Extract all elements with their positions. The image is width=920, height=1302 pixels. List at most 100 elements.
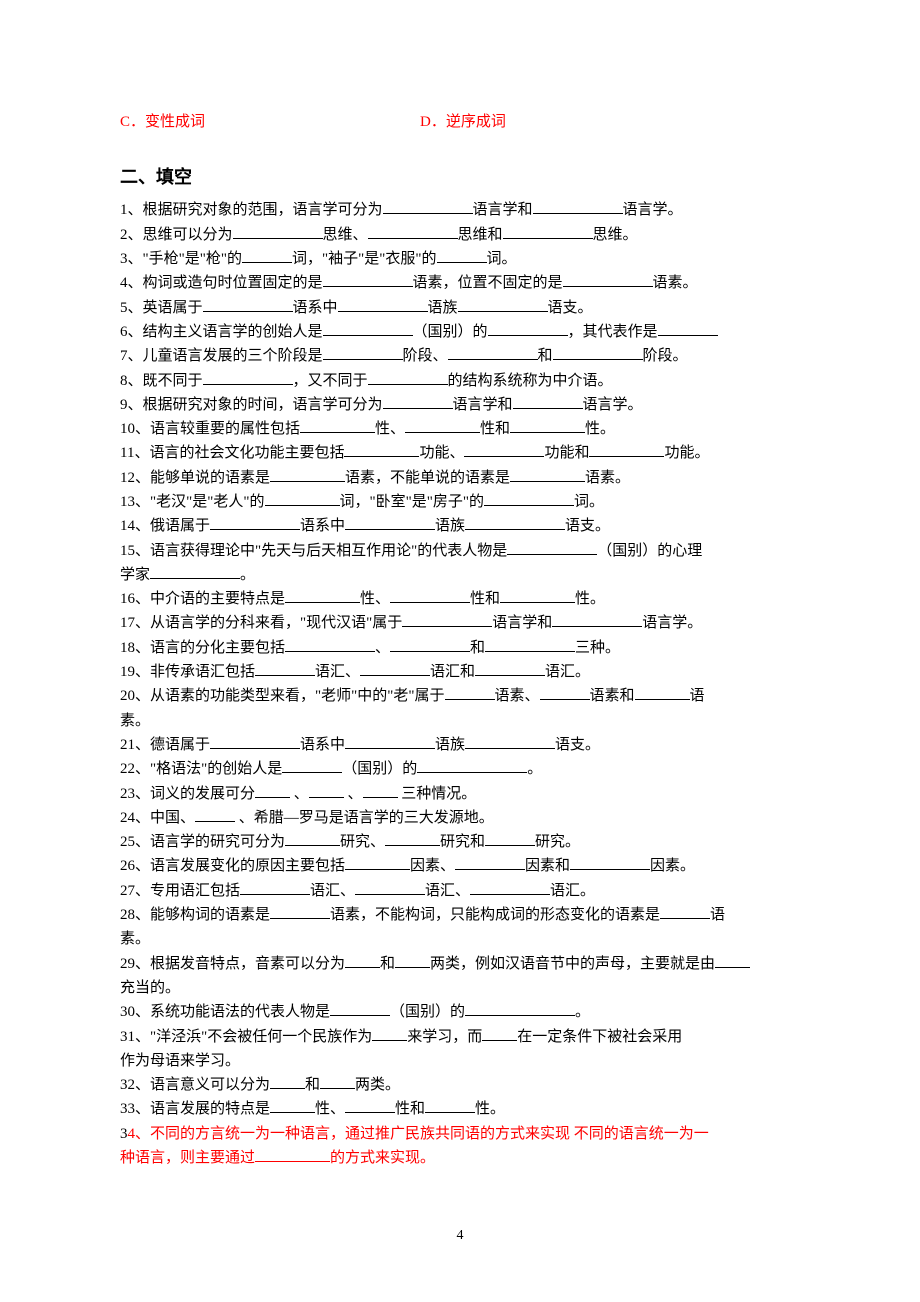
- blank: [285, 587, 360, 603]
- q-text: 语汇。: [550, 883, 595, 899]
- q-text: 充当的。: [120, 980, 180, 996]
- blank: [485, 636, 575, 652]
- q-text: 学家: [120, 567, 150, 583]
- q-text: 来学习，而: [407, 1029, 482, 1045]
- q-text: 性。: [585, 421, 615, 437]
- q-text: 19、非传承语汇包括: [120, 664, 255, 680]
- q-text: 三种。: [575, 640, 620, 656]
- q-text: 的结构系统称为中介语。: [448, 373, 613, 389]
- blank: [300, 417, 375, 433]
- q-text: 10、语言较重要的属性包括: [120, 421, 300, 437]
- q-text: 三种情况。: [398, 786, 477, 802]
- question-33: 33、语言发展的特点是性、性和性。: [120, 1097, 800, 1121]
- q-text: 性和: [480, 421, 510, 437]
- q-text: 语支。: [548, 300, 593, 316]
- blank: [242, 247, 292, 263]
- blank: [405, 417, 480, 433]
- q-text: 语支。: [555, 737, 600, 753]
- question-31: 31、"洋泾浜"不会被任何一个民族作为来学习，而在一定条件下被社会采用 作为母语…: [120, 1025, 800, 1074]
- q-text: （国别）的: [342, 761, 417, 777]
- blank: [255, 782, 290, 798]
- q-text: 功能。: [664, 445, 709, 461]
- q-text: 阶段、: [403, 348, 448, 364]
- q-text: 、: [375, 640, 390, 656]
- q-text: 种语言，则主要通过: [120, 1150, 255, 1166]
- q-text: 素。: [120, 713, 150, 729]
- q-text: 17、从语言学的分科来看，"现代汉语"属于: [120, 615, 402, 631]
- q-text: 语汇、: [310, 883, 355, 899]
- question-21: 21、德语属于语系中语族语支。: [120, 733, 800, 757]
- blank: [330, 1000, 390, 1016]
- q-text: 7、儿童语言发展的三个阶段是: [120, 348, 323, 364]
- blank: [255, 660, 315, 676]
- question-32: 32、语言意义可以分为和两类。: [120, 1073, 800, 1097]
- q-text: 性和: [395, 1101, 425, 1117]
- q-text: 功能、: [419, 445, 464, 461]
- blank: [355, 879, 425, 895]
- q-text: 在一定条件下被社会采用: [517, 1029, 682, 1045]
- q-text: 语言学。: [642, 615, 702, 631]
- q-text: 、: [290, 786, 309, 802]
- q-text: 、希腊—罗马是语言学的三大发源地。: [235, 810, 494, 826]
- blank: [533, 198, 623, 214]
- question-9: 9、根据研究对象的时间，语言学可分为语言学和语言学。: [120, 393, 800, 417]
- blank: [465, 1000, 575, 1016]
- q-text: （国别）的: [390, 1004, 465, 1020]
- blank: [448, 344, 538, 360]
- blank: [553, 344, 643, 360]
- q-text: 语素和: [590, 688, 635, 704]
- blank: [488, 320, 568, 336]
- blank: [323, 320, 413, 336]
- blank: [455, 854, 525, 870]
- q-text: 9、根据研究对象的时间，语言学可分为: [120, 397, 383, 413]
- q-text: 11、语言的社会文化功能主要包括: [120, 445, 344, 461]
- question-18: 18、语言的分化主要包括 、 和 三种。: [120, 636, 800, 660]
- question-4: 4、构词或造句时位置固定的是语素，位置不固定的是语素。: [120, 271, 800, 295]
- blank: [500, 587, 575, 603]
- blank: [240, 879, 310, 895]
- q-text: 6、结构主义语言学的创始人是: [120, 324, 323, 340]
- blank: [482, 1025, 517, 1041]
- q-text: 18、语言的分化主要包括: [120, 640, 285, 656]
- option-c: C．变性成词: [120, 110, 420, 135]
- q-text: 语素，不能单说的语素是: [345, 470, 510, 486]
- question-8: 8、既不同于，又不同于的结构系统称为中介语。: [120, 369, 800, 393]
- blank: [265, 490, 340, 506]
- q-text: 语言学。: [583, 397, 643, 413]
- q-text: （国别）的心理: [597, 543, 702, 559]
- blank: [437, 247, 487, 263]
- blank: [658, 320, 718, 336]
- blank: [345, 514, 435, 530]
- q-text: 语汇和: [430, 664, 475, 680]
- blank: [368, 369, 448, 385]
- blank: [282, 757, 342, 773]
- q-text: 3: [120, 1126, 128, 1142]
- question-34: 34、不同的方言统一为一种语言，通过推广民族共同语的方式来实现 不同的语言统一为…: [120, 1122, 800, 1171]
- blank: [150, 563, 240, 579]
- q-text: 5、英语属于: [120, 300, 203, 316]
- section-heading: 二、填空: [120, 163, 800, 193]
- question-3: 3、"手枪"是"枪"的词，"袖子"是"衣服"的词。: [120, 247, 800, 271]
- q-text: 13、"老汉"是"老人"的: [120, 494, 265, 510]
- blank: [563, 271, 653, 287]
- blank: [372, 1025, 407, 1041]
- q-text: 和: [470, 640, 485, 656]
- multiple-choice-options: C．变性成词 D．逆序成词: [120, 110, 800, 135]
- question-17: 17、从语言学的分科来看，"现代汉语"属于 语言学和 语言学。: [120, 611, 800, 635]
- q-text: 。: [527, 761, 542, 777]
- question-5: 5、英语属于语系中语族语支。: [120, 296, 800, 320]
- q-text: 语言学和: [492, 615, 552, 631]
- blank: [417, 757, 527, 773]
- q-text: 语素、: [495, 688, 540, 704]
- blank: [503, 223, 593, 239]
- question-26: 26、语言发展变化的原因主要包括因素、因素和因素。: [120, 854, 800, 878]
- blank: [210, 514, 300, 530]
- q-text: 25、语言学的研究可分为: [120, 834, 285, 850]
- q-text: 和: [538, 348, 553, 364]
- q-text: 语汇。: [545, 664, 590, 680]
- blank: [660, 903, 710, 919]
- q-text: 32、语言意义可以分为: [120, 1077, 270, 1093]
- blank: [203, 369, 293, 385]
- q-text: 语族: [428, 300, 458, 316]
- question-24: 24、中国、 、希腊—罗马是语言学的三大发源地。: [120, 806, 800, 830]
